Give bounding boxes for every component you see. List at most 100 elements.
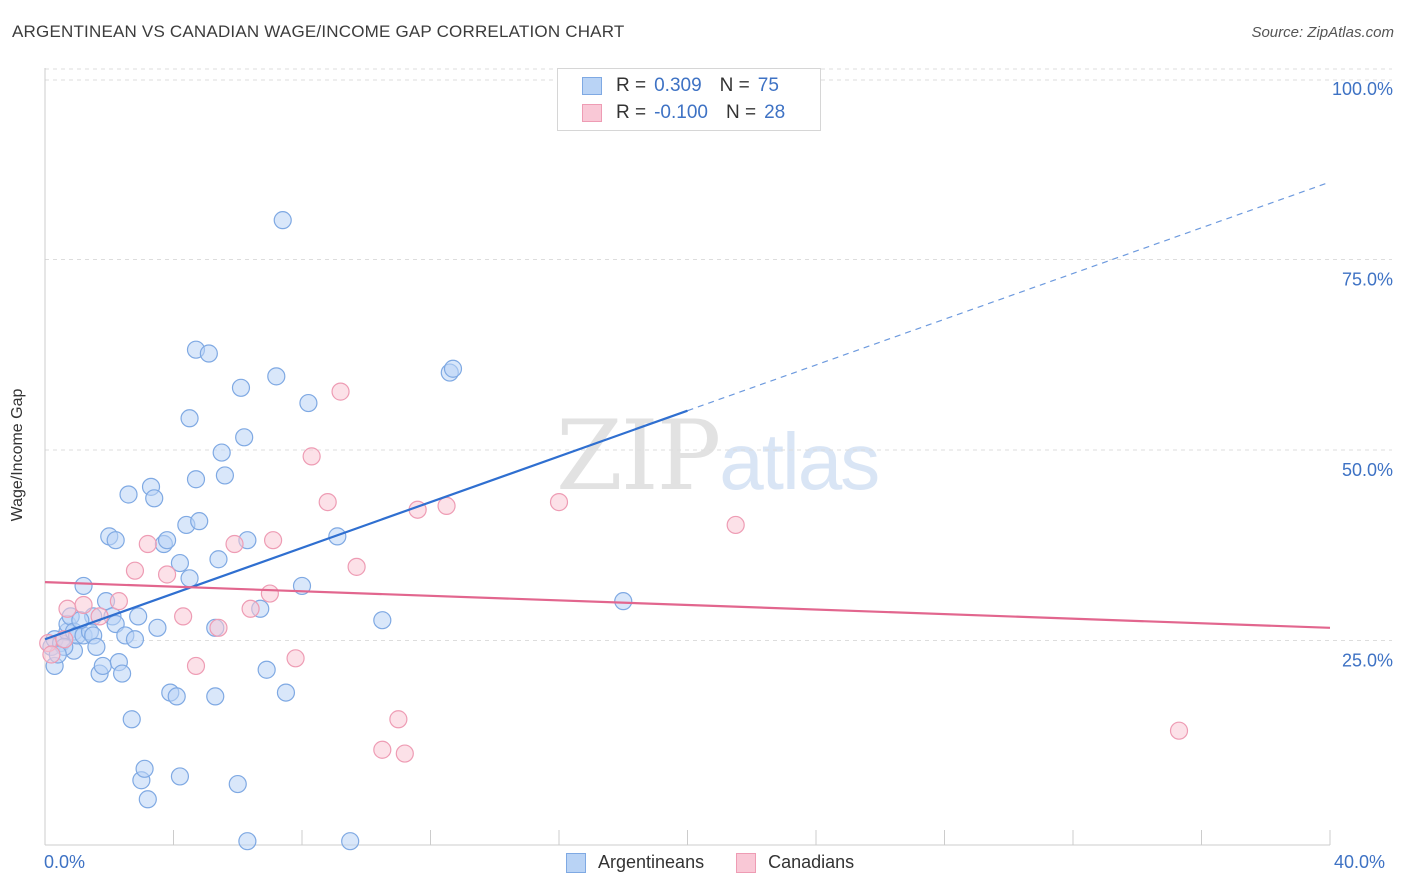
canadian-point bbox=[186, 656, 206, 676]
r-value: -0.100 bbox=[654, 102, 708, 123]
argentinean-point bbox=[135, 759, 154, 778]
canadian-point bbox=[302, 447, 321, 466]
canadian-point bbox=[389, 710, 408, 729]
source-label: Source: ZipAtlas.com bbox=[1251, 24, 1394, 41]
argentinean-point bbox=[145, 489, 164, 508]
argentinean-point bbox=[74, 576, 93, 596]
argentinean-point bbox=[276, 683, 296, 702]
argentinean-point bbox=[299, 393, 318, 413]
canadian-point bbox=[331, 382, 350, 401]
argentinean-point bbox=[257, 660, 276, 679]
n-label: N = bbox=[725, 102, 757, 123]
argentinean-point bbox=[157, 531, 177, 550]
argentinean-point bbox=[129, 607, 148, 626]
canadian-point bbox=[347, 557, 366, 576]
canadian-point bbox=[395, 744, 414, 763]
canadian-point bbox=[437, 496, 456, 516]
argentinean-point bbox=[341, 832, 360, 851]
argentinean-point bbox=[267, 367, 286, 386]
argentinean-point bbox=[199, 344, 218, 363]
canadians-legend-swatch bbox=[736, 852, 757, 873]
canadian-point bbox=[260, 584, 279, 603]
argentinean-point bbox=[138, 790, 157, 809]
canadian-point bbox=[138, 534, 157, 554]
stats-row-canadians: R = -0.100 N = 28 bbox=[582, 101, 785, 125]
argentinean-point bbox=[231, 378, 251, 397]
canadians-trend-line bbox=[44, 581, 1331, 629]
canadian-point bbox=[1169, 721, 1189, 740]
watermark-atlas: atlas bbox=[719, 417, 880, 506]
argentinean-point bbox=[238, 832, 257, 851]
stats-row-argentineans: R = 0.309 N = 75 bbox=[582, 74, 779, 98]
argentinean-point bbox=[190, 512, 209, 531]
argentinean-point bbox=[167, 687, 186, 706]
canadian-point bbox=[157, 565, 177, 584]
argentinean-point bbox=[212, 443, 231, 462]
argentinean-point bbox=[93, 656, 112, 676]
argentinean-point bbox=[122, 710, 141, 729]
legend-item-argentineans[interactable]: Argentineans bbox=[566, 852, 704, 873]
canadian-point bbox=[726, 515, 745, 535]
argentinean-point bbox=[373, 611, 392, 630]
canadian-point bbox=[318, 493, 337, 512]
argentinean-point bbox=[112, 664, 132, 683]
argentineans-swatch bbox=[582, 77, 602, 95]
canadian-point bbox=[174, 607, 193, 626]
y-tick-label: 100.0% bbox=[1332, 79, 1393, 99]
r-label: R = bbox=[616, 102, 647, 123]
canadians-swatch bbox=[582, 104, 602, 122]
n-value: 28 bbox=[764, 102, 786, 123]
argentinean-point bbox=[125, 630, 145, 649]
argentinean-point bbox=[170, 553, 190, 573]
argentinean-point bbox=[119, 485, 138, 504]
n-label: N = bbox=[719, 75, 750, 96]
watermark: ZIPatlas bbox=[556, 400, 880, 512]
legend-item-canadians[interactable]: Canadians bbox=[736, 852, 854, 873]
series-legend: Argentineans Canadians bbox=[566, 852, 886, 873]
argentinean-point bbox=[228, 774, 247, 794]
argentinean-point bbox=[273, 211, 292, 230]
chart-title: ARGENTINEAN VS CANADIAN WAGE/INCOME GAP … bbox=[12, 22, 625, 41]
argentinean-point bbox=[209, 550, 228, 569]
canadian-point bbox=[125, 561, 145, 580]
argentinean-point bbox=[180, 569, 199, 588]
canadian-point bbox=[58, 599, 77, 618]
argentinean-point bbox=[614, 592, 633, 611]
argentinean-point bbox=[215, 466, 234, 485]
r-value: 0.309 bbox=[654, 75, 702, 96]
x-tick-label-min: 0.0% bbox=[44, 852, 86, 872]
argentineans-trend-line bbox=[44, 409, 688, 641]
legend-label-canadians: Canadians bbox=[768, 852, 855, 872]
argentinean-point bbox=[87, 637, 106, 656]
canadian-point bbox=[549, 493, 569, 512]
argentinean-point bbox=[206, 687, 225, 706]
r-label: R = bbox=[616, 75, 647, 96]
y-tick-label: 75.0% bbox=[1342, 270, 1393, 290]
canadian-point bbox=[241, 599, 260, 618]
n-value: 75 bbox=[757, 75, 779, 96]
argentinean-point bbox=[443, 359, 463, 378]
argentinean-point bbox=[148, 618, 167, 637]
argentinean-point bbox=[170, 767, 190, 786]
x-tick-label-max: 40.0% bbox=[1334, 852, 1386, 872]
argentinean-point bbox=[235, 428, 254, 447]
canadian-point bbox=[263, 531, 283, 550]
argentineans-legend-swatch bbox=[566, 852, 586, 873]
argentinean-point bbox=[180, 409, 199, 428]
canadian-point bbox=[225, 534, 244, 554]
canadian-point bbox=[209, 618, 228, 637]
argentinean-point bbox=[186, 470, 206, 489]
argentineans-trend-extension bbox=[687, 181, 1331, 412]
canadian-point bbox=[373, 740, 392, 759]
canadian-point bbox=[286, 649, 305, 668]
argentinean-point bbox=[106, 531, 125, 550]
watermark-zip: ZIP bbox=[556, 400, 721, 512]
canadian-point bbox=[74, 595, 93, 615]
canadian-point bbox=[42, 645, 61, 664]
canadian-point bbox=[109, 592, 128, 611]
legend-label-argentineans: Argentineans bbox=[598, 852, 705, 872]
y-tick-label: 25.0% bbox=[1342, 651, 1393, 671]
stats-legend: R = 0.309 N = 75 R = -0.100 N = 28 bbox=[557, 68, 821, 131]
y-tick-label: 50.0% bbox=[1342, 460, 1393, 480]
